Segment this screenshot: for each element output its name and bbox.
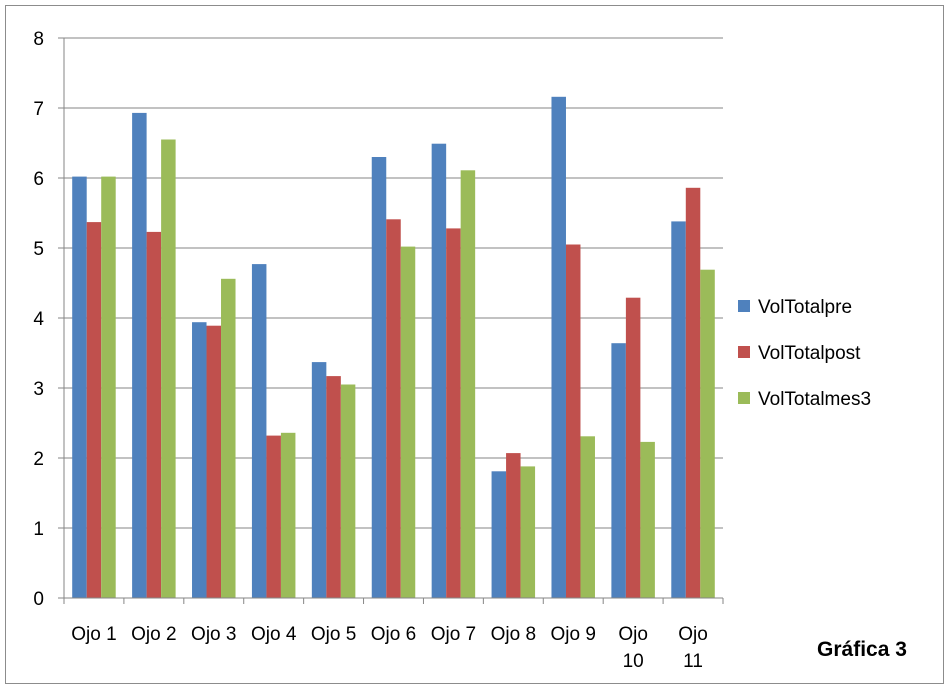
bar (580, 436, 595, 598)
bar (280, 432, 296, 598)
chart-caption: Gráfica 3 (817, 638, 907, 661)
y-tick-label: 6 (33, 169, 44, 190)
y-tick-label: 7 (33, 99, 44, 120)
x-tick-label: Ojo 11 (678, 624, 708, 672)
bar (86, 222, 102, 598)
bar (192, 322, 207, 598)
legend: VolTotalpre VolTotalpost VolTotalmes3 (738, 297, 871, 410)
bar (565, 244, 581, 598)
bar (520, 466, 536, 598)
bar (700, 269, 715, 598)
legend-swatch (738, 300, 750, 312)
bar (146, 231, 162, 598)
bar (506, 453, 521, 598)
x-tick-label: Ojo 6 (371, 624, 416, 645)
legend-label: VolTotalpost (758, 343, 861, 364)
y-tick-label: 2 (33, 449, 44, 470)
x-tick-label: Ojo 5 (311, 624, 356, 645)
x-axis-ticks: Ojo 1 Ojo 2 Ojo 3 Ojo 4 Ojo 5 Ojo 6 Ojo 7 Ojo 8… (63, 598, 724, 672)
x-tick-label: Ojo 3 (191, 624, 236, 645)
y-tick-label: 5 (33, 239, 44, 260)
bar (371, 157, 387, 598)
bar (491, 471, 507, 598)
y-tick-label: 0 (33, 589, 44, 610)
bar (386, 219, 401, 599)
bar (72, 176, 87, 598)
bar (551, 96, 566, 599)
bar (431, 143, 447, 598)
bar (311, 362, 327, 598)
bars (72, 96, 715, 599)
bar (446, 228, 461, 598)
bar (611, 343, 626, 598)
bar (132, 112, 147, 599)
legend-swatch (738, 346, 750, 358)
y-axis-ticks: 0 1 2 3 4 5 6 7 8 (33, 29, 64, 610)
legend-swatch (738, 392, 750, 404)
y-tick-label: 1 (33, 519, 44, 540)
x-tick-label: Ojo 2 (131, 624, 176, 645)
y-tick-label: 8 (33, 29, 44, 50)
bar (101, 176, 116, 598)
axes (63, 38, 723, 599)
bar (400, 246, 416, 598)
bar (251, 264, 267, 598)
bar (460, 170, 476, 599)
bar (671, 221, 686, 598)
bar (640, 441, 655, 598)
bar (206, 325, 222, 598)
x-tick-label: Ojo 7 (431, 624, 476, 645)
x-tick-label: Ojo 4 (251, 624, 297, 645)
bar (326, 376, 341, 598)
legend-label: VolTotalpre (758, 297, 852, 318)
y-tick-label: 4 (33, 309, 44, 330)
x-tick-label: Ojo 8 (491, 624, 536, 645)
bar (221, 278, 236, 598)
legend-label: VolTotalmes3 (758, 389, 871, 410)
bar (266, 435, 281, 598)
x-tick-label: Ojo 1 (71, 624, 116, 645)
bar (625, 297, 641, 598)
y-tick-label: 3 (33, 379, 44, 400)
x-tick-label: Ojo 10 (618, 624, 648, 672)
x-tick-label: Ojo 9 (551, 624, 596, 645)
bar (685, 187, 701, 599)
bar (161, 139, 176, 598)
bar (340, 384, 356, 598)
